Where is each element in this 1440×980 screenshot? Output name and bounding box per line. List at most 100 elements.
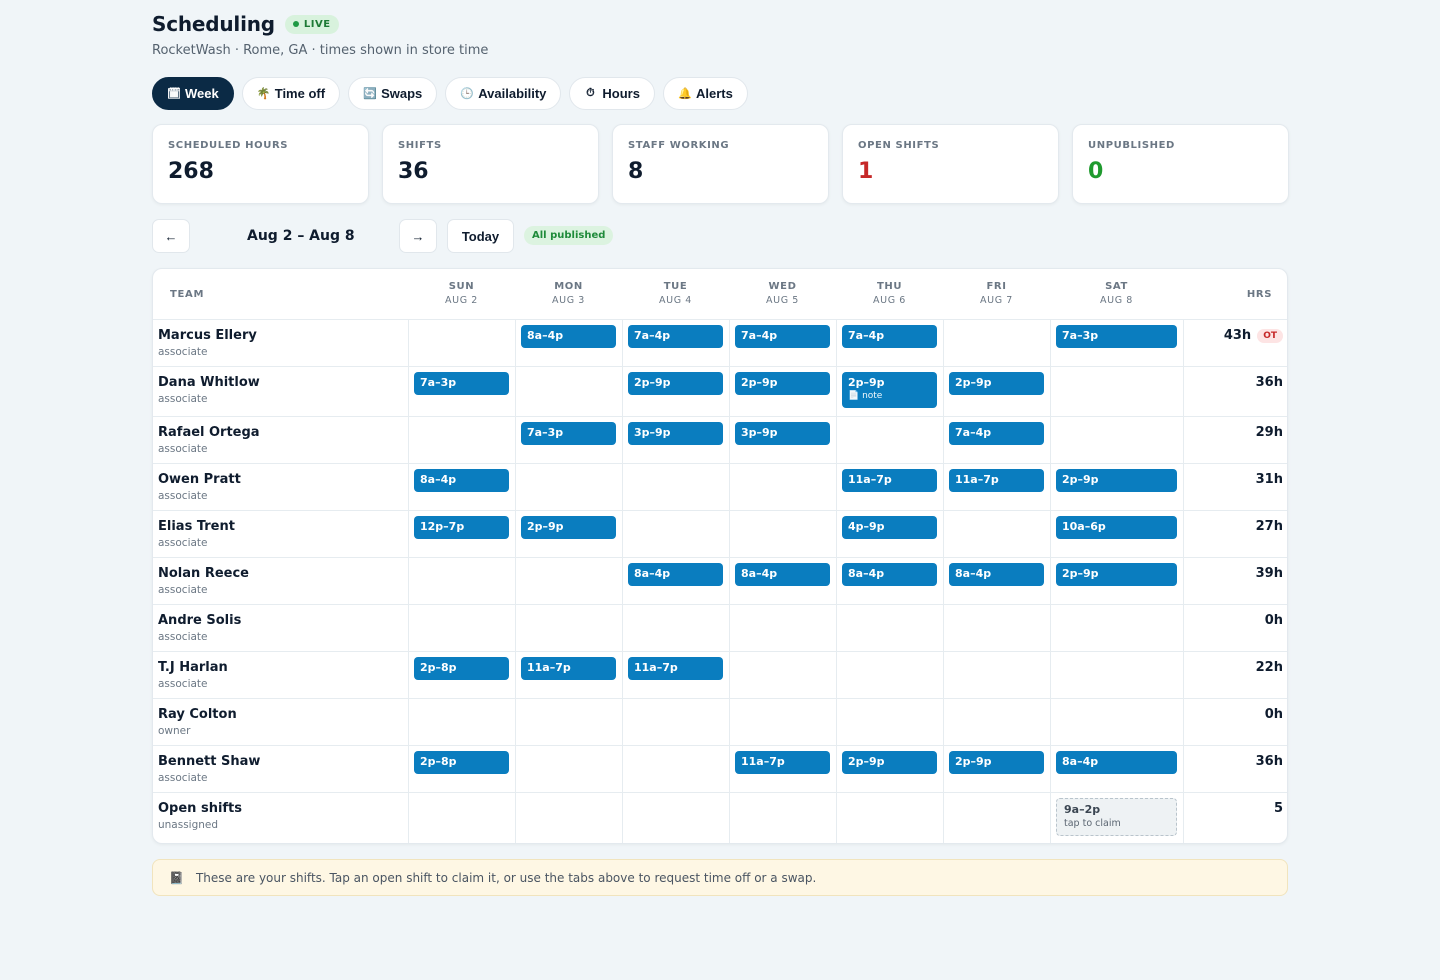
employee-name: Open shifts [158, 801, 243, 816]
column-divider [943, 605, 944, 651]
shift-block[interactable]: 2p–8p [414, 657, 509, 680]
employee-name: Owen Pratt [158, 472, 241, 487]
tab-alerts[interactable]: 🔔 Alerts [662, 77, 748, 110]
shift-block[interactable]: 2p–9p [735, 372, 830, 395]
hours-total: 29h [1256, 425, 1283, 440]
column-divider [836, 605, 837, 651]
column-divider [943, 464, 944, 510]
day-name: THU [876, 281, 903, 292]
shift-block[interactable]: 2p–9p [842, 751, 937, 774]
shift-block[interactable]: 2p–9p [949, 372, 1044, 395]
stat-value: 36 [398, 159, 429, 184]
stat-label: STAFF WORKING [628, 140, 730, 151]
column-divider [408, 746, 409, 792]
shift-block[interactable]: 8a–4p [735, 563, 830, 586]
tab-hours[interactable]: ⏱ Hours [569, 77, 655, 110]
shift-block[interactable]: 8a–4p [949, 563, 1044, 586]
stats-row: SCHEDULED HOURS 268 SHIFTS 36 STAFF WORKING 8… [152, 124, 1289, 204]
column-divider [836, 699, 837, 745]
hours-value: 0h [1264, 613, 1283, 628]
column-divider [729, 320, 730, 366]
shift-block[interactable]: 10a–6p [1056, 516, 1177, 539]
employee-role: associate [158, 678, 208, 690]
tab-week[interactable]: 🗓 Week [152, 77, 234, 110]
prev-week-button[interactable]: ← [152, 219, 190, 253]
shift-block[interactable]: 2p–8p [414, 751, 509, 774]
shift-block[interactable]: 11a–7p [628, 657, 723, 680]
day-name: WED [768, 281, 797, 292]
today-button[interactable]: Today [447, 219, 514, 253]
shift-block[interactable]: 8a–4p [521, 325, 616, 348]
stat-label: OPEN SHIFTS [858, 140, 940, 151]
shift-block[interactable]: 8a–4p [414, 469, 509, 492]
tab-time-off[interactable]: 🌴 Time off [241, 77, 341, 110]
tab-availability[interactable]: 🕒 Availability [445, 77, 562, 110]
shift-block[interactable]: 3p–9p [628, 422, 723, 445]
column-divider [622, 511, 623, 557]
employee-cell: Open shifts unassigned [158, 801, 242, 831]
shift-block[interactable]: 7a–3p [1056, 325, 1177, 348]
employee-role: associate [158, 490, 208, 502]
shift-block[interactable]: 2p–9p [949, 751, 1044, 774]
day-date: AUG 5 [766, 295, 799, 306]
shift-block[interactable]: 7a–4p [842, 325, 937, 348]
shift-block[interactable]: 2p–9p [628, 372, 723, 395]
shift-block[interactable]: 7a–4p [949, 422, 1044, 445]
column-divider [1050, 746, 1051, 792]
shift-block[interactable]: 11a–7p [735, 751, 830, 774]
shift-block[interactable]: 7a–3p [414, 372, 509, 395]
column-divider [729, 746, 730, 792]
hours-value: 43h [1223, 328, 1252, 343]
shift-block[interactable]: 8a–4p [842, 563, 937, 586]
shift-block[interactable]: 7a–4p [628, 325, 723, 348]
employee-name: Nolan Reece [158, 566, 249, 581]
column-divider [408, 511, 409, 557]
column-divider [1183, 746, 1184, 792]
column-divider [1050, 464, 1051, 510]
shift-block[interactable]: 8a–4p [1056, 751, 1177, 774]
schedule-row: Elias Trent associate 12p–7p 2p–9p 4p–9p 10a–… [153, 511, 1287, 558]
shift-block[interactable]: 2p–9p [1056, 563, 1177, 586]
hours-value: 39h [1255, 566, 1283, 581]
shift-block[interactable]: 3p–9p [735, 422, 830, 445]
stat-label: SHIFTS [398, 140, 442, 151]
shift-block[interactable]: 11a–7p [521, 657, 616, 680]
shift-block[interactable]: 2p–9p [521, 516, 616, 539]
employee-role: associate [158, 346, 208, 358]
shift-block[interactable]: 2p–9p [1056, 469, 1177, 492]
shift-block[interactable]: 7a–4p [735, 325, 830, 348]
shift-block[interactable]: 8a–4p [628, 563, 723, 586]
employee-cell: Marcus Ellery associate [158, 328, 257, 358]
column-divider [408, 417, 409, 463]
column-divider [943, 417, 944, 463]
shift-block[interactable]: 4p–9p [842, 516, 937, 539]
day-name: MON [554, 281, 583, 292]
column-divider [729, 464, 730, 510]
hours-total: 39h [1256, 566, 1283, 581]
shift-block[interactable]: 7a–3p [521, 422, 616, 445]
tab-swaps[interactable]: 🔄 Swaps [348, 77, 438, 110]
hours-value: 31h [1255, 472, 1283, 487]
hours-total: 22h [1256, 660, 1283, 675]
stat-card-unpublished: UNPUBLISHED 0 [1072, 124, 1289, 204]
calendar-icon: 🗓 [167, 88, 181, 100]
team-column-header: TEAM [170, 289, 205, 300]
employee-role: associate [158, 631, 208, 643]
employee-role: associate [158, 772, 208, 784]
next-week-button[interactable]: → [399, 219, 437, 253]
day-header-wed: WED AUG 5 [729, 281, 836, 306]
column-divider [408, 320, 409, 366]
column-divider [1183, 558, 1184, 604]
shift-block[interactable]: 11a–7p [949, 469, 1044, 492]
employee-cell: Andre Solis associate [158, 613, 241, 643]
shift-block[interactable]: 2p–9p 📄 note [842, 372, 937, 408]
shift-block[interactable]: 11a–7p [842, 469, 937, 492]
column-divider [1050, 699, 1051, 745]
employee-cell: Bennett Shaw associate [158, 754, 260, 784]
open-shift-card[interactable]: 9a–2p tap to claim [1056, 798, 1177, 836]
info-note-text: These are your shifts. Tap an open shift… [195, 870, 817, 885]
tab-label: Time off [274, 86, 326, 101]
live-badge-label: LIVE [303, 18, 331, 30]
shift-block[interactable]: 12p–7p [414, 516, 509, 539]
schedule-row: Dana Whitlow associate 7a–3p 2p–9p 2p–9p 2p–9… [153, 367, 1287, 417]
